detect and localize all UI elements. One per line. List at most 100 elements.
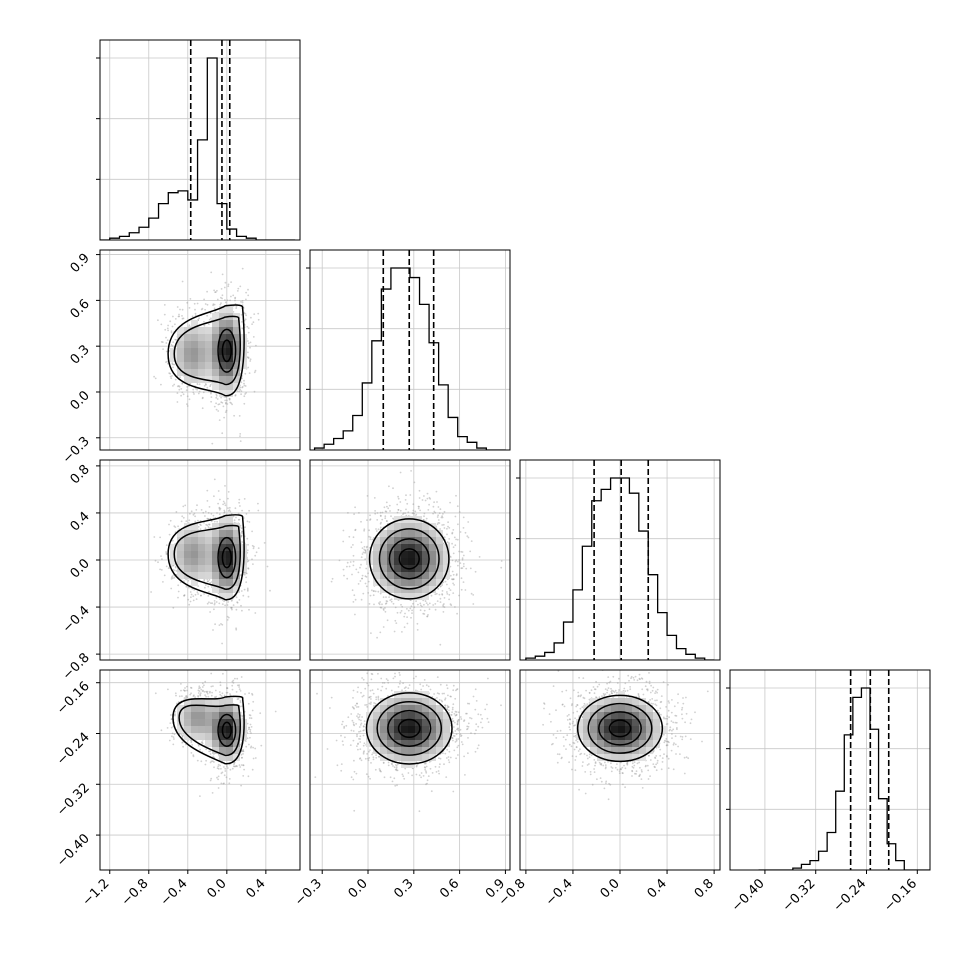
scatter-point	[437, 506, 440, 508]
scatter-point	[245, 291, 248, 294]
scatter-point	[197, 593, 200, 595]
scatter-point	[200, 594, 202, 597]
scatter-point	[453, 584, 455, 586]
scatter-point	[209, 383, 212, 386]
scatter-point	[365, 585, 368, 588]
scatter-point	[204, 303, 207, 305]
scatter-point	[211, 760, 214, 763]
density-cell	[184, 348, 191, 355]
scatter-point	[380, 521, 382, 524]
density-cell	[408, 537, 415, 544]
scatter-point	[247, 595, 250, 598]
scatter-point	[198, 744, 200, 747]
scatter-point	[438, 522, 441, 524]
density-cell	[387, 530, 394, 537]
scatter-point	[201, 407, 204, 410]
scatter-point	[176, 401, 179, 403]
scatter-point	[405, 494, 407, 497]
density-cell	[212, 565, 219, 572]
density-cell	[219, 544, 226, 551]
scatter-point	[181, 308, 184, 311]
density-cell	[394, 551, 401, 558]
scatter-point	[172, 568, 175, 571]
scatter-point	[179, 308, 181, 311]
scatter-point	[384, 517, 387, 520]
scatter-point	[166, 327, 169, 330]
scatter-point	[461, 558, 464, 561]
density-cell	[219, 355, 226, 362]
scatter-point	[361, 547, 364, 549]
scatter-point	[437, 587, 440, 590]
density-cell	[429, 558, 436, 565]
scatter-point	[224, 604, 227, 607]
scatter-point	[166, 360, 169, 363]
scatter-point	[352, 544, 354, 546]
density-cell	[401, 530, 408, 537]
scatter-point	[215, 394, 218, 397]
scatter-point	[247, 567, 250, 570]
density-cell	[205, 334, 212, 341]
scatter-point	[384, 515, 387, 518]
scatter-point	[244, 393, 247, 395]
density-cell	[401, 544, 408, 551]
scatter-point	[450, 604, 453, 607]
scatter-point	[168, 533, 171, 536]
scatter-point	[212, 629, 214, 631]
scatter-point	[461, 557, 464, 560]
scatter-point	[390, 598, 393, 601]
scatter-point	[249, 360, 252, 362]
scatter-point	[192, 391, 195, 394]
scatter-point	[400, 603, 402, 606]
density-cell	[380, 558, 387, 565]
scatter-point	[247, 351, 249, 354]
scatter-point	[216, 298, 219, 301]
scatter-point	[243, 573, 246, 576]
scatter-point	[172, 606, 175, 609]
scatter-point	[374, 512, 377, 515]
scatter-point	[441, 593, 444, 596]
scatter-point	[241, 541, 244, 543]
scatter-point	[370, 632, 372, 634]
density-cell	[184, 551, 191, 558]
scatter-point	[373, 590, 375, 592]
scatter-point	[236, 290, 239, 292]
scatter-point	[169, 372, 172, 375]
scatter-point	[173, 363, 176, 366]
density-cell	[219, 579, 226, 586]
scatter-point	[448, 598, 450, 601]
scatter-point	[241, 300, 244, 302]
scatter-point	[390, 600, 393, 603]
scatter-point	[210, 317, 212, 320]
density-cell	[429, 586, 436, 593]
scatter-point	[165, 350, 168, 353]
scatter-point	[243, 571, 245, 574]
scatter-point	[208, 318, 211, 321]
scatter-point	[441, 593, 443, 595]
scatter-point	[226, 619, 229, 621]
density-cell	[184, 362, 191, 369]
density-cell	[401, 593, 408, 600]
scatter-point	[224, 281, 227, 284]
scatter-point	[421, 499, 424, 501]
scatter-point	[413, 606, 416, 609]
scatter-point	[428, 496, 431, 499]
density-cell	[205, 558, 212, 565]
scatter-point	[212, 303, 215, 305]
density-cell	[394, 565, 401, 572]
scatter-point	[193, 512, 196, 515]
scatter-point	[361, 553, 364, 555]
scatter-point	[246, 588, 249, 591]
scatter-point	[451, 559, 454, 562]
scatter-point	[254, 747, 257, 750]
density-cell	[422, 593, 429, 600]
scatter-point	[381, 511, 384, 514]
scatter-point	[427, 509, 430, 511]
hist-panel-0	[96, 39, 301, 241]
scatter-point	[363, 529, 365, 532]
scatter-point	[243, 402, 246, 405]
scatter-point	[412, 503, 415, 506]
scatter-point	[443, 597, 446, 599]
density-cell	[212, 376, 219, 383]
density-cell	[191, 523, 198, 530]
scatter-point	[214, 291, 217, 293]
